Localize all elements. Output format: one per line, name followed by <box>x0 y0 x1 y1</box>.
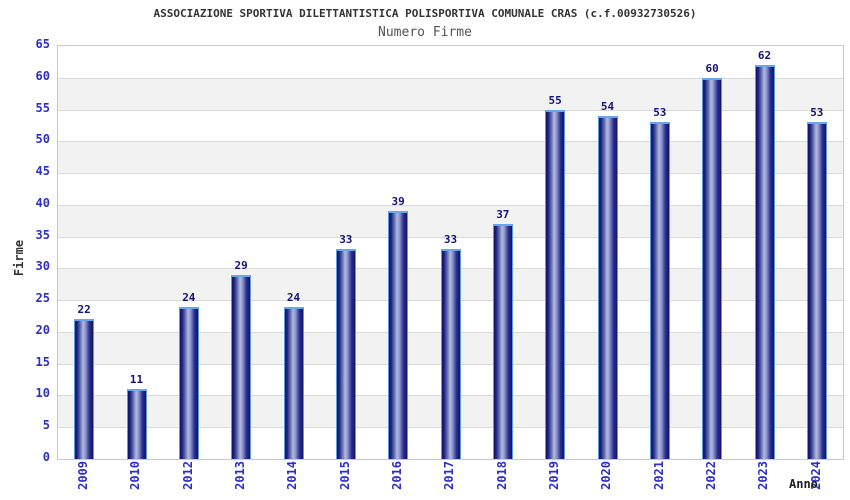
y-tick-label: 55 <box>35 100 50 115</box>
bar <box>178 306 199 459</box>
bar-value-label: 53 <box>810 106 824 120</box>
bar <box>545 109 566 459</box>
bar <box>440 249 461 459</box>
gridline <box>58 236 843 238</box>
x-axis-ticks: 2009 2010 2012 2013 2014 2015 2016 2017 2018 2019… <box>57 461 842 500</box>
y-tick-label: 30 <box>35 259 50 274</box>
x-tick-label: 2017 <box>423 461 475 500</box>
bar <box>74 319 95 459</box>
chart-subtitle: Numero Firme <box>378 25 472 40</box>
x-tick-text: 2021 <box>651 461 666 490</box>
x-tick-label: 2019 <box>528 461 580 500</box>
bar-value-label: 54 <box>600 99 615 113</box>
x-tick-text: 2019 <box>547 461 562 490</box>
bar-value-label: 24 <box>182 290 196 304</box>
bar-value-label: 33 <box>443 233 458 247</box>
x-tick-label: 2020 <box>580 461 632 500</box>
x-tick-label: 2014 <box>266 461 318 500</box>
bar-value-label: 37 <box>496 207 510 221</box>
bar-value-label: 60 <box>705 61 719 75</box>
y-tick-label: 5 <box>42 418 50 433</box>
y-tick-label: 35 <box>35 227 50 242</box>
bar <box>754 65 775 459</box>
bar-value-label: 53 <box>653 106 667 120</box>
plot-band <box>58 109 843 142</box>
x-tick-text: 2017 <box>442 461 457 490</box>
x-tick-text: 2016 <box>390 461 405 490</box>
plot-band <box>58 141 843 174</box>
x-tick-text: 2018 <box>494 461 509 490</box>
y-tick-label: 10 <box>35 386 50 401</box>
x-tick-label: 2009 <box>57 461 109 500</box>
plot-band <box>58 77 843 110</box>
x-tick-label: 2021 <box>633 461 685 500</box>
gridline <box>58 109 843 111</box>
bar <box>388 211 409 459</box>
y-tick-label: 50 <box>35 132 50 147</box>
plot-band <box>58 46 843 78</box>
plot-band <box>58 173 843 205</box>
x-tick-text: 2013 <box>233 461 248 490</box>
bar <box>649 122 670 459</box>
y-tick-label: 20 <box>35 322 50 337</box>
gridline <box>58 141 843 143</box>
y-tick-label: 60 <box>35 68 50 83</box>
bar-value-label: 39 <box>391 195 405 209</box>
x-tick-label: 2010 <box>109 461 161 500</box>
y-tick-label: 15 <box>35 354 50 369</box>
bar <box>806 122 827 459</box>
bar <box>597 115 618 459</box>
plot-area: 22 11 24 29 24 33 39 33 37 55 54 53 60 62 53 <box>57 45 844 460</box>
x-tick-label: 2013 <box>214 461 266 500</box>
y-tick-label: 25 <box>35 291 50 306</box>
gridline <box>58 204 843 206</box>
bar <box>335 249 356 459</box>
bar-value-label: 22 <box>77 303 91 317</box>
bar <box>283 306 304 459</box>
x-tick-text: 2023 <box>756 461 771 490</box>
plot-band <box>58 204 843 237</box>
x-tick-text: 2022 <box>704 461 719 490</box>
y-tick-label: 40 <box>35 195 50 210</box>
gridline <box>58 173 843 175</box>
x-tick-text: 2020 <box>599 461 614 490</box>
y-tick-label: 0 <box>42 450 50 464</box>
bar <box>126 389 147 459</box>
x-tick-text: 2009 <box>76 461 91 490</box>
y-tick-label: 45 <box>35 164 50 179</box>
x-tick-label: 2023 <box>737 461 789 500</box>
bar-value-label: 62 <box>757 49 772 63</box>
x-tick-label: 2012 <box>162 461 214 500</box>
x-tick-label: 2018 <box>476 461 528 500</box>
x-axis-title: Anno <box>789 477 818 491</box>
x-tick-text: 2015 <box>337 461 352 490</box>
bar-value-label: 33 <box>339 233 353 247</box>
x-tick-text: 2010 <box>128 461 143 490</box>
bar <box>492 223 513 459</box>
chart-title: ASSOCIAZIONE SPORTIVA DILETTANTISTICA PO… <box>153 7 697 20</box>
bar-value-label: 29 <box>234 258 248 272</box>
bar-value-label: 11 <box>129 373 144 387</box>
x-tick-label: 2022 <box>685 461 737 500</box>
bar-value-label: 24 <box>286 290 301 304</box>
bar <box>231 274 252 459</box>
x-tick-text: 2012 <box>180 461 195 490</box>
bar <box>702 77 723 459</box>
bar-value-label: 55 <box>548 93 562 107</box>
x-tick-label: 2016 <box>371 461 423 500</box>
x-tick-label: 2015 <box>319 461 371 500</box>
y-tick-label: 65 <box>35 37 50 51</box>
x-tick-text: 2014 <box>285 461 300 490</box>
gridline <box>58 77 843 79</box>
